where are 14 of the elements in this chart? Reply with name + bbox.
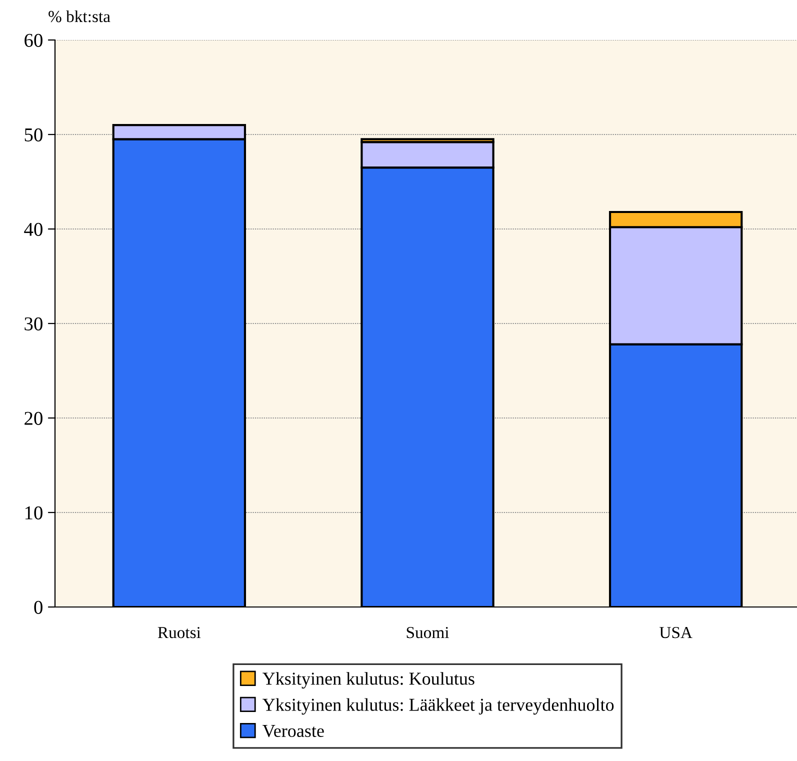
y-axis-title: % bkt:sta [48, 10, 110, 22]
x-tick-label: Suomi [406, 626, 449, 638]
y-tick-label: 60 [24, 34, 42, 47]
y-tick-label: 50 [24, 128, 42, 142]
x-tick-label: Ruotsi [158, 626, 201, 638]
y-tick-label: 40 [24, 222, 42, 236]
y-tick-label: 30 [24, 317, 42, 330]
y-tick-label: 0 [34, 600, 42, 614]
x-tick-label: USA [660, 626, 692, 638]
y-tick-label: 10 [25, 506, 42, 520]
legend-label: Veroaste [262, 725, 324, 738]
legend-label: Yksityinen kulutus: Koulutus [262, 672, 474, 689]
legend-label: Yksityinen kulutus: Lääkkeet ja terveydenhuolto [262, 698, 614, 715]
y-tick-label: 20 [24, 412, 42, 425]
